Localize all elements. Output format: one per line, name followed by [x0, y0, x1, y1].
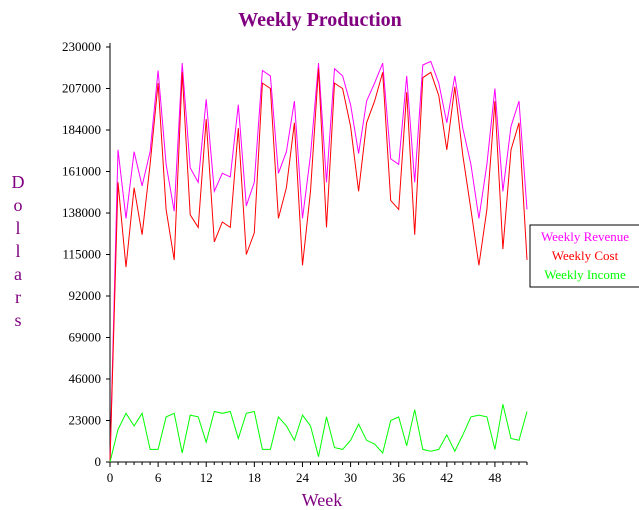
y-axis: 0 23000 46000 69000 92000 115000 138000 161000 1… — [62, 39, 111, 469]
x-tick-label: 42 — [440, 470, 453, 485]
y-tick-label: 92000 — [69, 288, 102, 303]
y-tick-label: 184000 — [62, 122, 101, 137]
x-tick-label: 24 — [296, 470, 310, 485]
x-tick-label: 30 — [344, 470, 357, 485]
y-tick-label: 0 — [95, 454, 102, 469]
x-axis-label: Week — [302, 490, 343, 510]
x-axis: 0 6 12 18 24 30 36 42 48 — [107, 461, 528, 485]
y-axis-label-letter: r — [15, 287, 21, 307]
plot-series — [109, 60, 528, 463]
x-tick-label: 6 — [155, 470, 162, 485]
y-tick-label: 161000 — [62, 164, 101, 179]
legend: Weekly Revenue Weekly Cost Weekly Income — [529, 224, 639, 288]
y-tick-label: 46000 — [69, 371, 102, 386]
legend-box — [529, 224, 639, 288]
y-tick-label: 115000 — [62, 247, 101, 262]
x-tick-label: 0 — [107, 470, 114, 485]
legend-entry: Weekly Revenue — [541, 229, 629, 244]
y-tick-label: 230000 — [62, 39, 101, 54]
y-axis-label-letter: o — [14, 195, 23, 215]
y-axis-label-letter: s — [14, 310, 21, 330]
series-line-weekly-cost — [109, 68, 528, 463]
y-axis-label-letter: a — [14, 264, 22, 284]
y-axis-label-letter: l — [15, 218, 20, 238]
y-tick-label: 23000 — [69, 413, 102, 428]
x-tick-label: 12 — [200, 470, 213, 485]
y-axis-label-letter: D — [12, 172, 25, 192]
y-tick-label: 207000 — [62, 81, 101, 96]
legend-entry: Weekly Cost — [552, 248, 619, 263]
series-line-weekly-revenue — [109, 60, 528, 463]
x-tick-label: 48 — [488, 470, 501, 485]
series-line-weekly-income — [109, 404, 528, 463]
y-tick-label: 138000 — [62, 205, 101, 220]
legend-entry: Weekly Income — [544, 267, 626, 282]
chart-title: Weekly Production — [238, 9, 402, 31]
y-axis-label-letter: l — [15, 241, 20, 261]
x-tick-label: 18 — [248, 470, 261, 485]
y-tick-label: 69000 — [69, 330, 102, 345]
x-tick-label: 36 — [392, 470, 406, 485]
